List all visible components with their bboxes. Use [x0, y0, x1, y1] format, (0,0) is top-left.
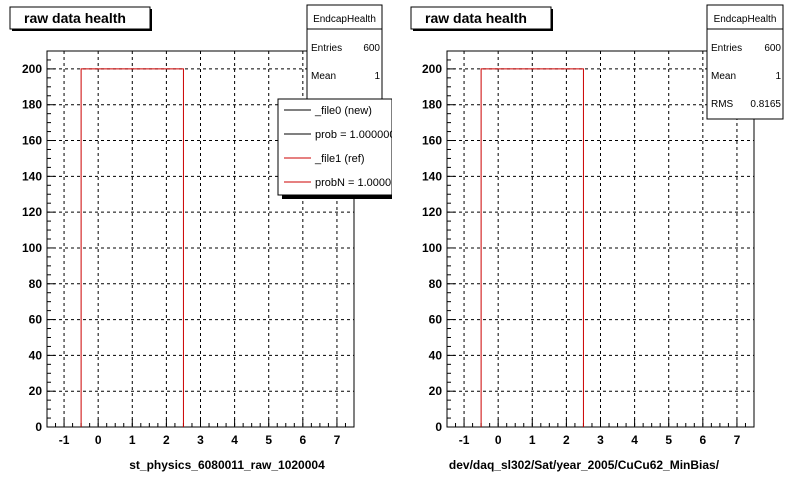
stats-label: Entries [711, 43, 742, 54]
x-tick-label: 5 [265, 433, 272, 447]
chart-title: raw data health [24, 10, 126, 26]
x-tick-label: 0 [495, 433, 502, 447]
stats-label: RMS [711, 99, 734, 110]
x-tick-label: 6 [699, 433, 706, 447]
stats-label: Mean [311, 71, 336, 82]
histogram-bin [480, 68, 584, 427]
chart-title: raw data health [425, 10, 527, 26]
histogram-bin [80, 68, 184, 427]
x-tick-label: 7 [734, 433, 741, 447]
y-tick-label: 20 [29, 384, 43, 398]
y-tick-label: 180 [422, 98, 442, 112]
y-tick-label: 180 [22, 98, 42, 112]
y-tick-label: 80 [429, 277, 443, 291]
x-tick-label: -1 [59, 433, 70, 447]
histogram-panel-1: -1 0 1 2 3 4 5 6 7 0 20 40 60 80 100 120 140 160 180 200 st_… [9, 4, 403, 472]
x-tick-label: 2 [163, 433, 170, 447]
stats-label: Entries [311, 43, 342, 54]
stats-label: Mean [711, 71, 736, 82]
y-tick-label: 120 [422, 205, 442, 219]
stats-box [706, 4, 784, 120]
stats-value: 0.8165 [750, 99, 781, 110]
x-tick-label: 5 [665, 433, 672, 447]
x-tick-label: 3 [197, 433, 204, 447]
y-tick-label: 60 [29, 313, 43, 327]
legend-label: _file1 (ref) [314, 153, 365, 165]
y-tick-label: 0 [435, 420, 442, 434]
y-tick-label: 60 [429, 313, 443, 327]
y-tick-label: 20 [429, 384, 443, 398]
y-tick-label: 200 [422, 62, 442, 76]
y-tick-label: 200 [22, 62, 42, 76]
legend-label: probN = 1.000000 [315, 177, 403, 189]
histogram-panel-2: -1 0 1 2 3 4 5 6 7 0 20 40 60 80 100 120 140 160 180 200 dev… [410, 4, 784, 472]
legend-box [277, 98, 392, 196]
y-tick-label: 100 [422, 241, 442, 255]
x-tick-label: 0 [95, 433, 102, 447]
y-tick-label: 0 [35, 420, 42, 434]
legend-label: prob = 1.000000 [315, 129, 395, 141]
y-tick-label: 40 [429, 348, 443, 362]
x-tick-label: -1 [459, 433, 470, 447]
x-tick-label: 1 [129, 433, 136, 447]
y-tick-label: 160 [22, 134, 42, 148]
x-tick-label: 2 [563, 433, 570, 447]
y-tick-label: 100 [22, 241, 42, 255]
y-tick-label: 160 [422, 134, 442, 148]
x-axis-label: dev/daq_sl302/Sat/year_2005/CuCu62_MinBi… [449, 458, 720, 472]
stats-value: 1 [775, 71, 781, 82]
title-box [9, 6, 151, 30]
x-tick-label: 4 [631, 433, 638, 447]
x-tick-label: 1 [529, 433, 536, 447]
x-tick-label: 4 [231, 433, 238, 447]
legend-label: _file0 (new) [314, 105, 372, 117]
stats-name: EndcapHealth [714, 14, 777, 25]
y-tick-label: 80 [29, 277, 43, 291]
x-tick-label: 7 [334, 433, 341, 447]
y-tick-label: 40 [29, 348, 43, 362]
title-box [410, 6, 552, 30]
stats-value: 1 [374, 71, 380, 82]
stats-name: EndcapHealth [313, 14, 376, 25]
y-tick-label: 140 [22, 169, 42, 183]
x-axis-label: st_physics_6080011_raw_1020004 [129, 458, 325, 472]
x-tick-label: 6 [299, 433, 306, 447]
stats-value: 600 [764, 43, 781, 54]
stats-value: 600 [363, 43, 380, 54]
x-tick-label: 3 [597, 433, 604, 447]
y-tick-label: 140 [422, 169, 442, 183]
y-tick-label: 120 [22, 205, 42, 219]
